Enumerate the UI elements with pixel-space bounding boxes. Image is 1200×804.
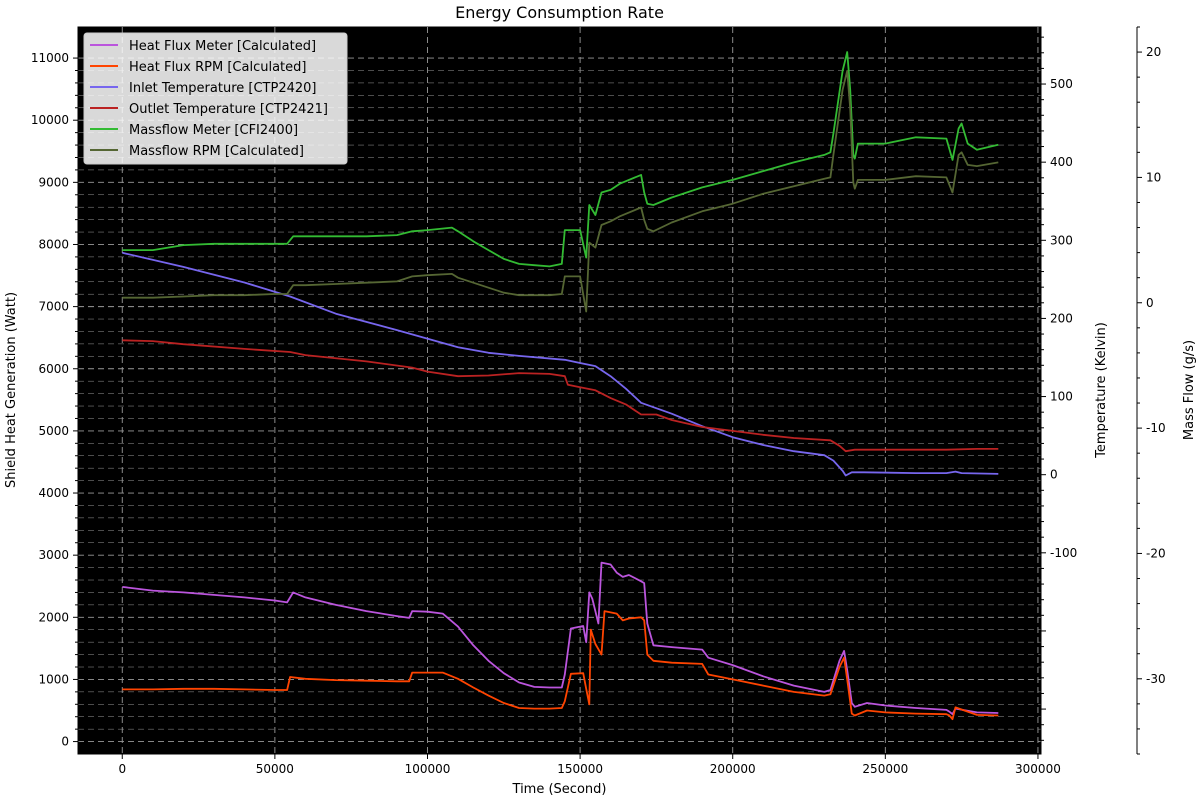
- x-tick-label: 100000: [405, 762, 451, 776]
- y-tick-label-massflow: 0: [1146, 296, 1154, 310]
- legend-label: Outlet Temperature [CTP2421]: [129, 102, 328, 117]
- x-axis-label: Time (Second): [512, 782, 607, 797]
- y-tick-label-temperature: 0: [1050, 468, 1058, 482]
- y-tick-label-power: 11000: [31, 51, 69, 65]
- y-tick-label-temperature: 400: [1050, 155, 1073, 169]
- y-tick-label-massflow: -20: [1146, 546, 1166, 560]
- series-line-6: [122, 70, 999, 313]
- y-axis-label-power: Shield Heat Generation (Watt): [4, 292, 19, 488]
- x-tick-label: 250000: [862, 762, 908, 776]
- y-tick-label-massflow: -30: [1146, 672, 1166, 686]
- series-line-5: [122, 51, 999, 268]
- legend-label: Heat Flux Meter [Calculated]: [129, 39, 316, 54]
- y-tick-label-temperature: 300: [1050, 233, 1073, 247]
- y-tick-label-power: 8000: [38, 237, 69, 251]
- y-tick-label-massflow: -10: [1146, 421, 1166, 435]
- y-tick-label-power: 0: [61, 735, 69, 749]
- x-tick-label: 0: [118, 762, 126, 776]
- y-axis-label-massflow: Mass Flow (g/s): [1182, 340, 1197, 440]
- y-tick-label-temperature: 200: [1050, 311, 1073, 325]
- y-tick-label-power: 6000: [38, 362, 69, 376]
- y-tick-label-power: 9000: [38, 175, 69, 189]
- y-tick-label-temperature: 500: [1050, 77, 1073, 91]
- series-layer: [122, 51, 999, 721]
- y-axis-label-temperature: Temperature (Kelvin): [1094, 322, 1109, 459]
- y-tick-label-power: 10000: [31, 113, 69, 127]
- x-tick-label: 200000: [710, 762, 756, 776]
- y-tick-label-massflow: 10: [1146, 170, 1161, 184]
- legend-label: Massflow Meter [CFI2400]: [129, 123, 298, 138]
- legend-label: Massflow RPM [Calculated]: [129, 144, 304, 159]
- legend-label: Inlet Temperature [CTP2420]: [129, 81, 316, 96]
- y-tick-label-massflow: 20: [1146, 45, 1161, 59]
- y-tick-label-temperature: -100: [1050, 546, 1077, 560]
- legend-box: [83, 32, 348, 165]
- series-line-4: [122, 339, 999, 453]
- y-tick-label-power: 3000: [38, 548, 69, 562]
- chart-title: Energy Consumption Rate: [455, 3, 664, 22]
- y-tick-label-temperature: 100: [1050, 390, 1073, 404]
- series-line-1: [122, 561, 999, 716]
- series-line-2: [122, 610, 999, 721]
- y-tick-label-power: 5000: [38, 424, 69, 438]
- y-tick-label-power: 7000: [38, 300, 69, 314]
- x-tick-label: 300000: [1015, 762, 1061, 776]
- y-tick-label-power: 2000: [38, 610, 69, 624]
- axes: 0 50000 100000 150000 200000 250000 3000000100…: [31, 26, 1166, 776]
- x-tick-label: 50000: [256, 762, 294, 776]
- legend: Heat Flux Meter [Calculated] Heat Flux RP…: [83, 32, 348, 165]
- series-line-3: [122, 251, 999, 477]
- legend-label: Heat Flux RPM [Calculated]: [129, 60, 306, 75]
- y-tick-label-power: 4000: [38, 486, 69, 500]
- y-tick-label-power: 1000: [38, 672, 69, 686]
- x-tick-label: 150000: [557, 762, 603, 776]
